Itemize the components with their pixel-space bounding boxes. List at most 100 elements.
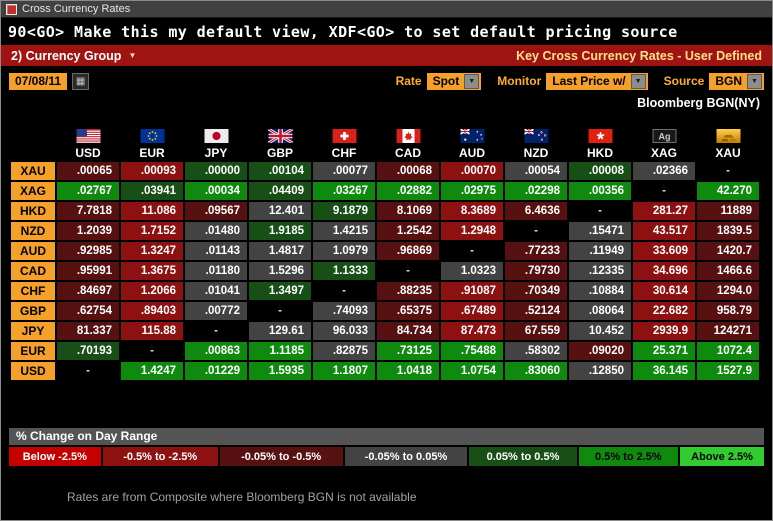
cell-CHF-XAG[interactable]: 30.614 (633, 282, 695, 300)
cell-EUR-GBP[interactable]: 1.1185 (249, 342, 311, 360)
cell-EUR-USD[interactable]: .70193 (57, 342, 119, 360)
date-input[interactable]: 07/08/11 (9, 72, 68, 90)
cell-HKD-CAD[interactable]: 8.1069 (377, 202, 439, 220)
currency-group-dropdown[interactable]: 2) Currency Group ▼ (7, 45, 140, 66)
cell-USD-EUR[interactable]: 1.4247 (121, 362, 183, 380)
cell-XAU-GBP[interactable]: .00104 (249, 162, 311, 180)
cell-GBP-XAU[interactable]: 958.79 (697, 302, 759, 320)
cell-GBP-CAD[interactable]: .65375 (377, 302, 439, 320)
rate-select[interactable]: Spot ▼ (426, 72, 482, 90)
row-header-CAD[interactable]: CAD (11, 262, 55, 280)
cell-HKD-GBP[interactable]: 12.401 (249, 202, 311, 220)
row-header-HKD[interactable]: HKD (11, 202, 55, 220)
cell-HKD-XAG[interactable]: 281.27 (633, 202, 695, 220)
cell-EUR-AUD[interactable]: .75488 (441, 342, 503, 360)
cell-USD-GBP[interactable]: 1.5935 (249, 362, 311, 380)
chevron-down-icon[interactable]: ▼ (464, 73, 480, 89)
cell-HKD-CHF[interactable]: 9.1879 (313, 202, 375, 220)
cell-CHF-AUD[interactable]: .91087 (441, 282, 503, 300)
cell-EUR-XAU[interactable]: 1072.4 (697, 342, 759, 360)
cell-AUD-NZD[interactable]: .77233 (505, 242, 567, 260)
cell-NZD-USD[interactable]: 1.2039 (57, 222, 119, 240)
cell-XAU-JPY[interactable]: .00000 (185, 162, 247, 180)
cell-CHF-USD[interactable]: .84697 (57, 282, 119, 300)
cell-CHF-NZD[interactable]: .70349 (505, 282, 567, 300)
cell-GBP-EUR[interactable]: .89403 (121, 302, 183, 320)
cell-CHF-CAD[interactable]: .88235 (377, 282, 439, 300)
row-header-EUR[interactable]: EUR (11, 342, 55, 360)
cell-JPY-NZD[interactable]: 67.559 (505, 322, 567, 340)
cell-GBP-JPY[interactable]: .00772 (185, 302, 247, 320)
source-select[interactable]: BGN ▼ (709, 72, 764, 90)
cell-CHF-GBP[interactable]: 1.3497 (249, 282, 311, 300)
command-line[interactable]: 90<GO> Make this my default view, XDF<GO… (1, 18, 772, 45)
cell-EUR-JPY[interactable]: .00863 (185, 342, 247, 360)
row-header-XAG[interactable]: XAG (11, 182, 55, 200)
cell-USD-HKD[interactable]: .12850 (569, 362, 631, 380)
cell-AUD-EUR[interactable]: 1.3247 (121, 242, 183, 260)
cell-GBP-XAG[interactable]: 22.682 (633, 302, 695, 320)
cell-XAU-CHF[interactable]: .00077 (313, 162, 375, 180)
cell-GBP-HKD[interactable]: .08064 (569, 302, 631, 320)
cell-HKD-AUD[interactable]: 8.3689 (441, 202, 503, 220)
cell-XAU-CAD[interactable]: .00068 (377, 162, 439, 180)
cell-JPY-XAU[interactable]: 124271 (697, 322, 759, 340)
cell-HKD-JPY[interactable]: .09567 (185, 202, 247, 220)
cell-USD-XAU[interactable]: 1527.9 (697, 362, 759, 380)
cell-HKD-EUR[interactable]: 11.086 (121, 202, 183, 220)
cell-CHF-JPY[interactable]: .01041 (185, 282, 247, 300)
cell-AUD-GBP[interactable]: 1.4817 (249, 242, 311, 260)
cell-JPY-EUR[interactable]: 115.88 (121, 322, 183, 340)
cell-NZD-JPY[interactable]: .01480 (185, 222, 247, 240)
cell-USD-AUD[interactable]: 1.0754 (441, 362, 503, 380)
row-header-CHF[interactable]: CHF (11, 282, 55, 300)
cell-CHF-XAU[interactable]: 1294.0 (697, 282, 759, 300)
cell-XAU-EUR[interactable]: .00093 (121, 162, 183, 180)
cell-XAG-XAU[interactable]: 42.270 (697, 182, 759, 200)
cell-JPY-XAG[interactable]: 2939.9 (633, 322, 695, 340)
cell-JPY-CHF[interactable]: 96.033 (313, 322, 375, 340)
row-header-AUD[interactable]: AUD (11, 242, 55, 260)
cell-JPY-HKD[interactable]: 10.452 (569, 322, 631, 340)
cell-NZD-CAD[interactable]: 1.2542 (377, 222, 439, 240)
cell-XAU-NZD[interactable]: .00054 (505, 162, 567, 180)
cell-HKD-NZD[interactable]: 6.4636 (505, 202, 567, 220)
cell-EUR-CAD[interactable]: .73125 (377, 342, 439, 360)
row-header-NZD[interactable]: NZD (11, 222, 55, 240)
cell-CHF-EUR[interactable]: 1.2066 (121, 282, 183, 300)
cell-XAU-AUD[interactable]: .00070 (441, 162, 503, 180)
cell-EUR-CHF[interactable]: .82875 (313, 342, 375, 360)
row-header-XAU[interactable]: XAU (11, 162, 55, 180)
cell-USD-XAG[interactable]: 36.145 (633, 362, 695, 380)
cell-GBP-USD[interactable]: .62754 (57, 302, 119, 320)
cell-NZD-EUR[interactable]: 1.7152 (121, 222, 183, 240)
chevron-down-icon[interactable]: ▼ (747, 73, 762, 89)
row-header-USD[interactable]: USD (11, 362, 55, 380)
cell-EUR-XAG[interactable]: 25.371 (633, 342, 695, 360)
cell-XAG-GBP[interactable]: .04409 (249, 182, 311, 200)
cell-USD-CAD[interactable]: 1.0418 (377, 362, 439, 380)
row-header-JPY[interactable]: JPY (11, 322, 55, 340)
cell-GBP-NZD[interactable]: .52124 (505, 302, 567, 320)
cell-XAG-HKD[interactable]: .00356 (569, 182, 631, 200)
cell-JPY-GBP[interactable]: 129.61 (249, 322, 311, 340)
cell-CAD-NZD[interactable]: .79730 (505, 262, 567, 280)
cell-NZD-HKD[interactable]: .15471 (569, 222, 631, 240)
cell-XAG-JPY[interactable]: .00034 (185, 182, 247, 200)
cell-AUD-XAG[interactable]: 33.609 (633, 242, 695, 260)
cell-XAG-AUD[interactable]: .02975 (441, 182, 503, 200)
cell-NZD-AUD[interactable]: 1.2948 (441, 222, 503, 240)
cell-CAD-CHF[interactable]: 1.1333 (313, 262, 375, 280)
cell-GBP-CHF[interactable]: .74093 (313, 302, 375, 320)
cell-AUD-JPY[interactable]: .01143 (185, 242, 247, 260)
cell-JPY-USD[interactable]: 81.337 (57, 322, 119, 340)
cell-NZD-XAG[interactable]: 43.517 (633, 222, 695, 240)
cell-XAG-EUR[interactable]: .03941 (121, 182, 183, 200)
cell-CAD-XAU[interactable]: 1466.6 (697, 262, 759, 280)
cell-XAU-XAG[interactable]: .02366 (633, 162, 695, 180)
cell-AUD-XAU[interactable]: 1420.7 (697, 242, 759, 260)
cell-HKD-USD[interactable]: 7.7818 (57, 202, 119, 220)
cell-NZD-GBP[interactable]: 1.9185 (249, 222, 311, 240)
cell-CAD-HKD[interactable]: .12335 (569, 262, 631, 280)
cell-XAG-CHF[interactable]: .03267 (313, 182, 375, 200)
